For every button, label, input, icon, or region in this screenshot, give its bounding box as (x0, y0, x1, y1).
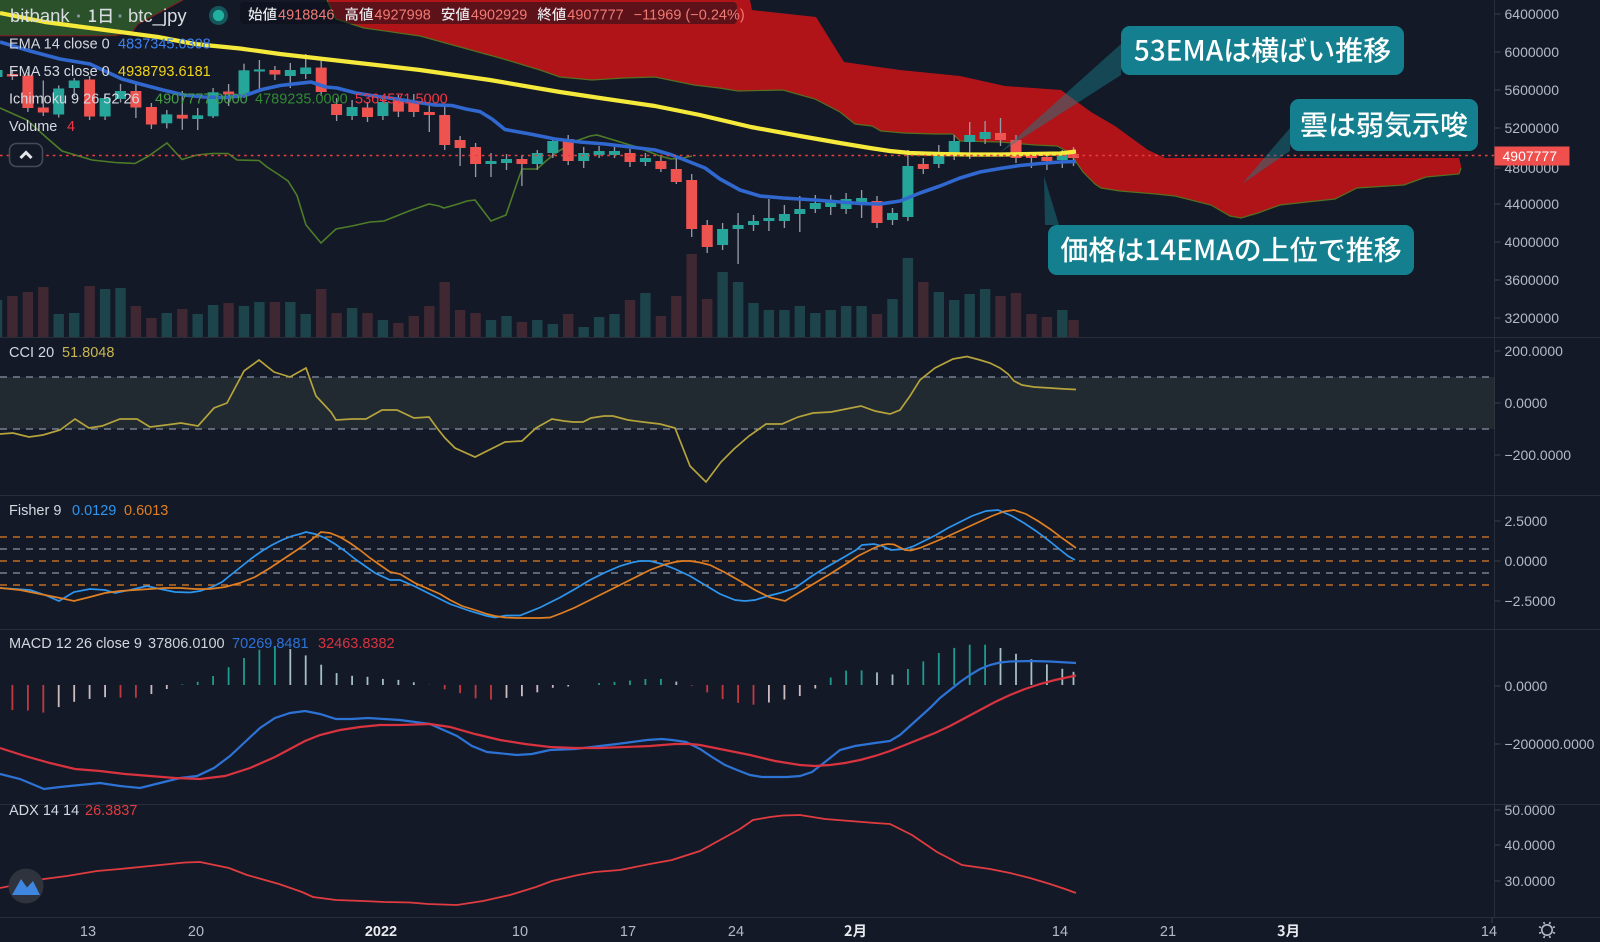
svg-text:0.0000: 0.0000 (1505, 678, 1548, 694)
svg-text:51.8048: 51.8048 (62, 345, 114, 361)
svg-text:4907777.0000: 4907777.0000 (155, 92, 248, 108)
svg-text:3600000: 3600000 (1505, 272, 1560, 288)
svg-text:40.0000: 40.0000 (1505, 837, 1556, 853)
svg-text:37806.0100: 37806.0100 (148, 636, 225, 652)
svg-text:70269.8481: 70269.8481 (232, 636, 309, 652)
svg-text:14: 14 (1052, 924, 1068, 940)
svg-text:CCI 20: CCI 20 (9, 345, 54, 361)
svg-text:14: 14 (1481, 924, 1497, 940)
svg-text:−2.5000: −2.5000 (1505, 593, 1556, 609)
svg-text:bitbank: bitbank (10, 5, 70, 26)
svg-text:24: 24 (728, 924, 744, 940)
svg-text:−200000.0000: −200000.0000 (1505, 736, 1595, 752)
svg-text:0.6013: 0.6013 (124, 503, 168, 519)
svg-text:Fisher 9: Fisher 9 (9, 503, 61, 519)
svg-text:2.5000: 2.5000 (1505, 513, 1548, 529)
svg-text:17: 17 (620, 924, 636, 940)
svg-text:4927998: 4927998 (374, 8, 430, 24)
svg-text:0.0000: 0.0000 (1505, 395, 1548, 411)
svg-text:10: 10 (512, 924, 528, 940)
svg-text:4907777: 4907777 (1503, 148, 1558, 164)
svg-text:20: 20 (188, 924, 204, 940)
svg-text:3200000: 3200000 (1505, 310, 1560, 326)
svg-text:26.3837: 26.3837 (85, 803, 137, 819)
svg-text:ADX 14 14: ADX 14 14 (9, 803, 79, 819)
svg-text:−11969 (−0.24%): −11969 (−0.24%) (634, 8, 745, 24)
svg-text:6000000: 6000000 (1505, 44, 1560, 60)
svg-text:5200000: 5200000 (1505, 120, 1560, 136)
svg-text:13: 13 (80, 924, 96, 940)
svg-text:4789235.0000: 4789235.0000 (255, 92, 348, 108)
svg-text:0.0000: 0.0000 (1505, 553, 1548, 569)
svg-text:btc_jpy: btc_jpy (128, 5, 187, 27)
svg-text:EMA 53 close 0: EMA 53 close 0 (9, 64, 110, 80)
svg-text:200.0000: 200.0000 (1505, 343, 1564, 359)
svg-text:4938793.6181: 4938793.6181 (118, 64, 211, 80)
svg-text:2022: 2022 (365, 924, 397, 940)
svg-text:−200.0000: −200.0000 (1505, 447, 1572, 463)
svg-text:21: 21 (1160, 924, 1176, 940)
svg-text:4: 4 (67, 119, 75, 135)
svg-text:0.0129: 0.0129 (72, 503, 116, 519)
svg-text:5600000: 5600000 (1505, 82, 1560, 98)
svg-text:4918846: 4918846 (278, 8, 334, 24)
svg-text:4400000: 4400000 (1505, 196, 1560, 212)
svg-text:5364571.5000: 5364571.5000 (355, 92, 448, 108)
svg-text:Ichimoku 9 26 52 26: Ichimoku 9 26 52 26 (9, 92, 140, 108)
svg-text:MACD 12 26 close 9: MACD 12 26 close 9 (9, 636, 142, 652)
svg-text:6400000: 6400000 (1505, 6, 1560, 22)
svg-text:4000000: 4000000 (1505, 234, 1560, 250)
svg-text:4907777: 4907777 (567, 8, 623, 24)
svg-text:50.0000: 50.0000 (1505, 802, 1556, 818)
svg-text:4837345.0308: 4837345.0308 (118, 37, 211, 53)
svg-text:EMA 14 close 0: EMA 14 close 0 (9, 37, 110, 53)
svg-text:Volume: Volume (9, 119, 57, 135)
svg-text:4902929: 4902929 (471, 8, 527, 24)
svg-text:30.0000: 30.0000 (1505, 873, 1556, 889)
svg-text:32463.8382: 32463.8382 (318, 636, 395, 652)
